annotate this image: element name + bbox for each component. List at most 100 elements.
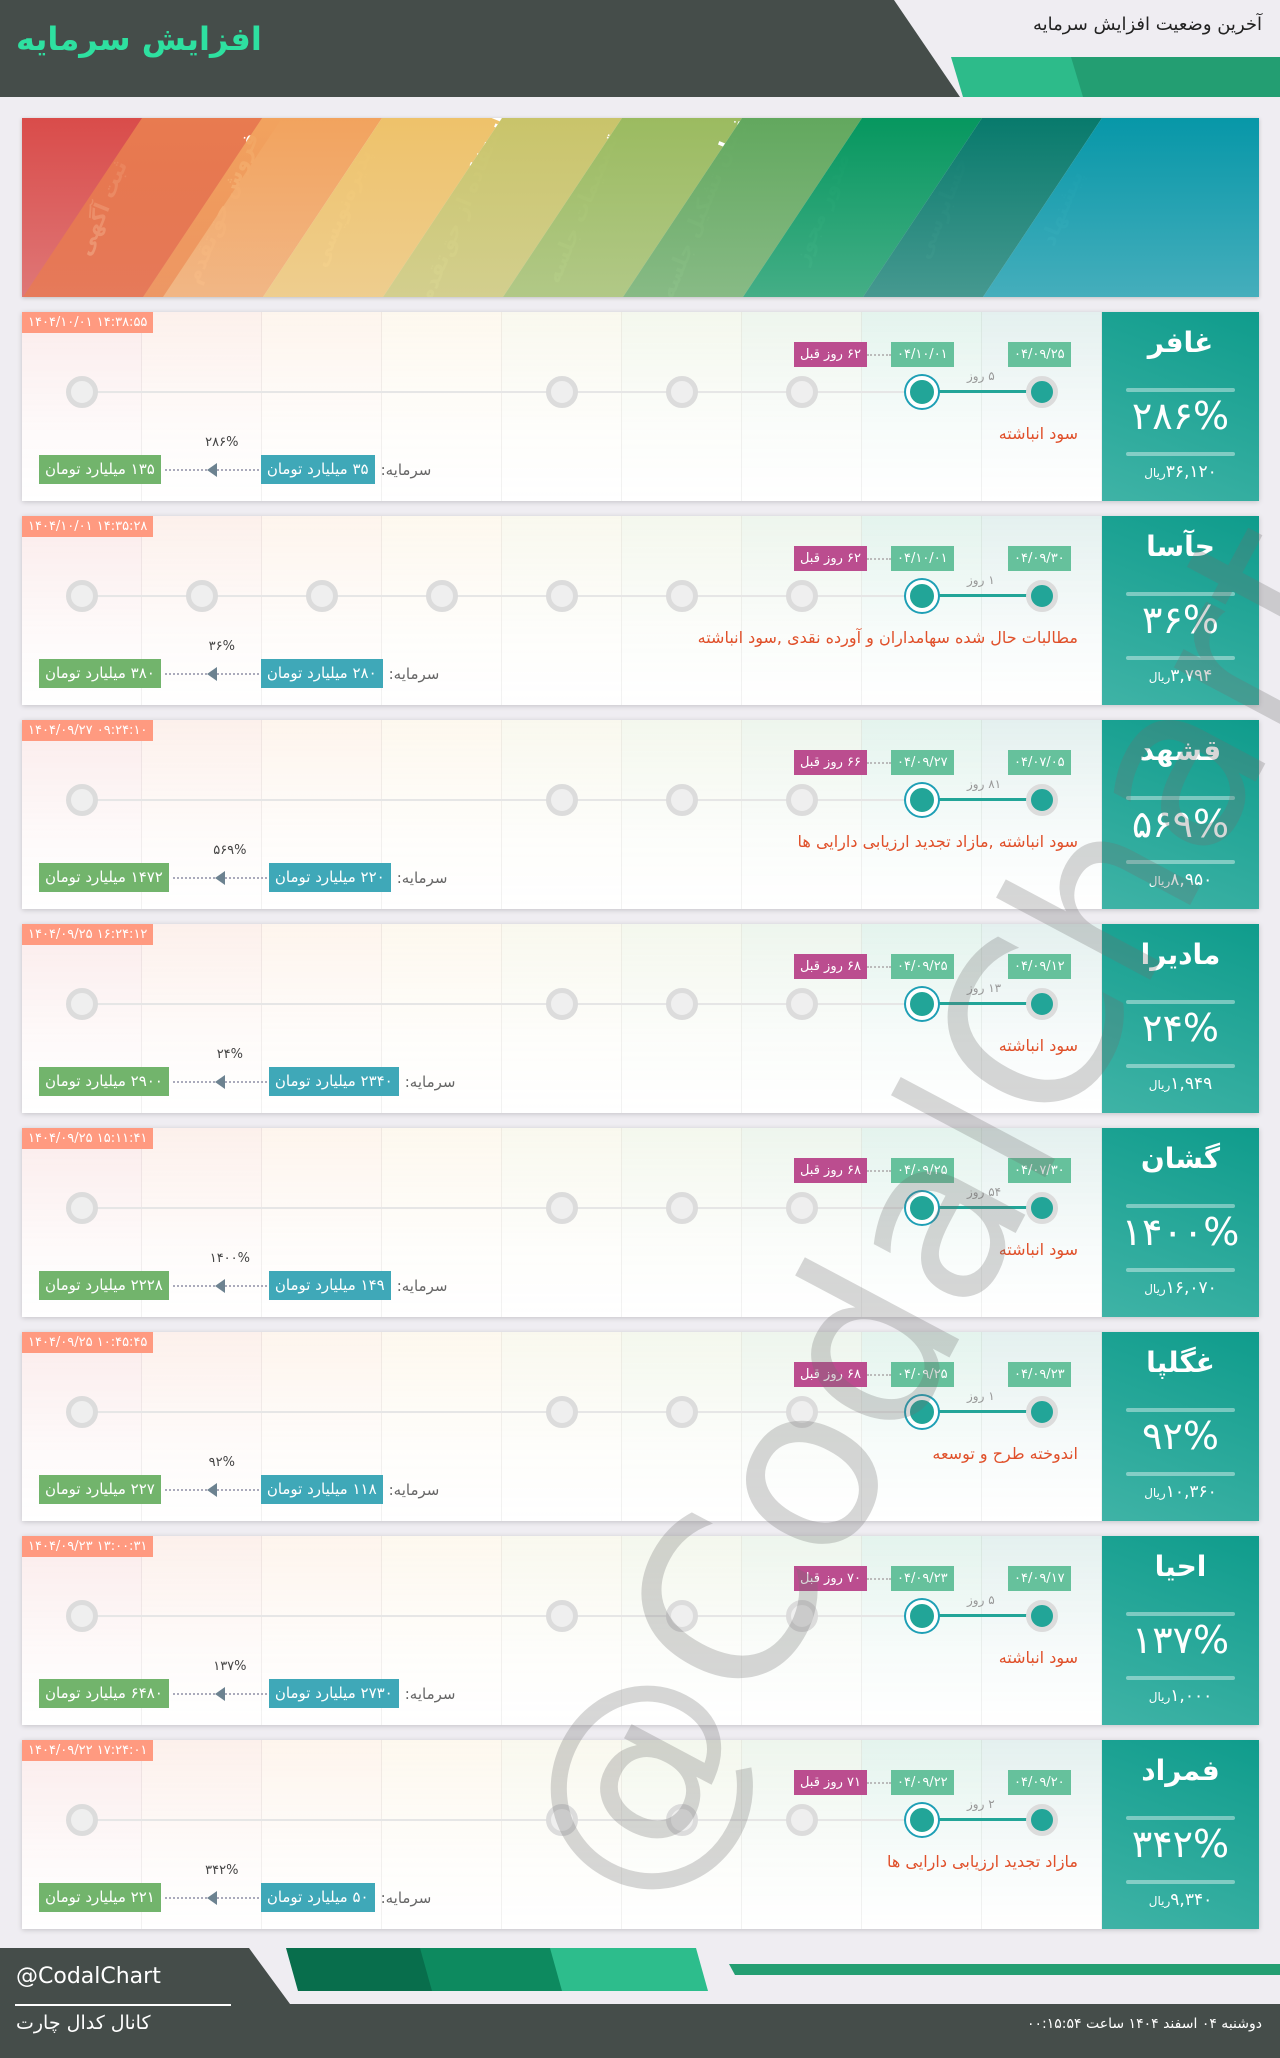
- price-value: ۱۶,۰۷۰: [1165, 1278, 1217, 1298]
- stage-dot-pending: [666, 988, 698, 1020]
- price-value: ۱,۰۰۰: [1170, 1686, 1213, 1706]
- capital-row: ۲۲۱ میلیارد تومان ۳۴۲% ۵۰ میلیارد تومان سرم…: [39, 1863, 431, 1912]
- stage-dot-pending: [306, 580, 338, 612]
- stage-dot-pending: [66, 1192, 98, 1224]
- capital-after: ۳۸۰ میلیارد تومان: [39, 659, 161, 688]
- proposal-date-badge: ۰۴/۰۹/۲۵: [1008, 342, 1071, 367]
- stage-column: [382, 924, 502, 1113]
- capital-row: ۳۸۰ میلیارد تومان ۳۶% ۲۸۰ میلیارد تومان سرم…: [39, 639, 440, 688]
- timestamp-badge: ۱۴۰۴/۰۹/۲۵ ۱۰:۴۵:۴۵: [22, 1332, 154, 1353]
- symbol-name[interactable]: احیا: [1154, 1550, 1207, 1583]
- header-bar: [0, 0, 960, 97]
- stage-dot-pending: [66, 1804, 98, 1836]
- increase-percent-label: ۱۴۰۰%: [209, 1251, 251, 1266]
- price: ۱۶,۰۷۰ریال: [1102, 1278, 1259, 1298]
- capital-before: ۱۱۸ میلیارد تومان: [260, 1475, 383, 1504]
- timeline-progress: [923, 1410, 1043, 1413]
- connector-dotted: [867, 354, 891, 356]
- capital-after: ۲۲۲۸ میلیارد تومان: [39, 1271, 169, 1300]
- increase-percent-label: ۳۴۲%: [205, 1863, 239, 1878]
- symbol-name[interactable]: حآسا: [1146, 530, 1215, 563]
- capital-source: سود انباشته: [998, 424, 1078, 443]
- capital-increase-card[interactable]: ۱۴۰۴/۰۹/۲۵ ۱۶:۲۴:۱۲ ۰۴/۰۹/۱۲ ۰۴/۰۹/۲۵ ۶۸ رو…: [22, 924, 1259, 1113]
- stage-gap-label: ۱ روز: [967, 1389, 995, 1403]
- price: ۸,۹۵۰ریال: [1102, 870, 1259, 890]
- stage-dot-pending: [546, 784, 578, 816]
- symbol-name[interactable]: غافر: [1147, 326, 1214, 359]
- stage-dot-pending: [546, 1600, 578, 1632]
- capital-after: ۲۹۰۰ میلیارد تومان: [39, 1067, 169, 1096]
- timestamp-badge: ۱۴۰۴/۰۹/۲۵ ۱۶:۲۴:۱۲: [22, 924, 154, 945]
- increase-percent: ۱۳۷%: [1131, 1618, 1230, 1662]
- symbol-name[interactable]: قشهد: [1139, 734, 1222, 767]
- price: ۳,۷۹۴ریال: [1102, 666, 1259, 686]
- capital-increase-card[interactable]: ۱۴۰۴/۰۹/۲۳ ۱۳:۰۰:۳۱ ۰۴/۰۹/۱۷ ۰۴/۰۹/۲۳ ۷۰ رو…: [22, 1536, 1259, 1725]
- stage-dot-pending: [666, 1192, 698, 1224]
- stage-dot-pending: [66, 1600, 98, 1632]
- timeline-progress: [923, 594, 1043, 597]
- capital-row: ۱۴۷۲ میلیارد تومان ۵۶۹% ۲۲۰ میلیارد تومان س…: [39, 843, 448, 892]
- panel-divider: [1126, 452, 1235, 456]
- capital-label: سرمایه:: [396, 868, 448, 887]
- connector-dotted: [867, 1170, 891, 1172]
- days-ago-badge: ۷۱ روز قبل: [793, 1770, 867, 1795]
- stage-dot-current: [906, 1600, 938, 1632]
- capital-after: ۲۲۷ میلیارد تومان: [39, 1475, 161, 1504]
- symbol-panel: مادیرا ۲۴% ۱,۹۴۹ریال: [1102, 924, 1259, 1113]
- connector-dotted: [867, 558, 891, 560]
- capital-source: مطالبات حال شده سهامداران و آورده نقدی ,…: [697, 628, 1078, 647]
- stage-dot-current: [906, 580, 938, 612]
- capital-source: مازاد تجدید ارزیابی دارایی ها: [887, 1852, 1078, 1871]
- symbol-name[interactable]: غگلپا: [1146, 1346, 1215, 1379]
- capital-increase-card[interactable]: ۱۴۰۴/۰۹/۲۷ ۰۹:۲۴:۱۰ ۰۴/۰۷/۰۵ ۰۴/۰۹/۲۷ ۶۶ رو…: [22, 720, 1259, 909]
- stage-dot-current: [906, 988, 938, 1020]
- page-title: افزایش سرمایه: [16, 20, 262, 58]
- currency-label: ریال: [1148, 670, 1171, 684]
- symbol-name[interactable]: مادیرا: [1140, 938, 1221, 971]
- symbol-name[interactable]: گشان: [1140, 1142, 1221, 1175]
- proposal-date-badge: ۰۴/۰۷/۰۵: [1008, 750, 1071, 775]
- stage-dot-pending: [666, 1804, 698, 1836]
- capital-label: سرمایه:: [388, 664, 440, 683]
- capital-increase-card[interactable]: ۱۴۰۴/۰۹/۲۵ ۱۰:۴۵:۴۵ ۰۴/۰۹/۲۳ ۰۴/۰۹/۲۵ ۶۸ رو…: [22, 1332, 1259, 1521]
- days-ago-badge: ۶۸ روز قبل: [793, 954, 867, 979]
- capital-before: ۵۰ میلیارد تومان: [260, 1883, 375, 1912]
- capital-increase-card[interactable]: ۱۴۰۴/۰۹/۲۲ ۱۷:۲۴:۰۱ ۰۴/۰۹/۲۰ ۰۴/۰۹/۲۲ ۷۱ رو…: [22, 1740, 1259, 1929]
- stage-dot-pending: [66, 988, 98, 1020]
- timestamp-badge: ۱۴۰۴/۰۹/۲۲ ۱۷:۲۴:۰۱: [22, 1740, 154, 1761]
- capital-label: سرمایه:: [380, 460, 432, 479]
- capital-after: ۶۴۸۰ میلیارد تومان: [39, 1679, 169, 1708]
- stage-dot-done: [1026, 1396, 1058, 1428]
- connector-dotted: [867, 966, 891, 968]
- arrow-left-icon: ۱۴۰۰%: [169, 1251, 269, 1300]
- stage-column: [382, 1536, 502, 1725]
- capital-before: ۲۷۳۰ میلیارد تومان: [268, 1679, 399, 1708]
- capital-source: اندوخته طرح و توسعه: [932, 1444, 1078, 1463]
- stage-column: [382, 312, 502, 501]
- currency-label: ریال: [1148, 1690, 1171, 1704]
- capital-increase-card[interactable]: ۱۴۰۴/۱۰/۰۱ ۱۴:۳۸:۵۵ ۰۴/۰۹/۲۵ ۰۴/۱۰/۰۱ ۶۲ رو…: [22, 312, 1259, 501]
- days-ago-badge: ۶۲ روز قبل: [793, 342, 867, 367]
- capital-source: سود انباشته: [998, 1240, 1078, 1259]
- arrow-left-icon: ۳۶%: [161, 639, 261, 688]
- capital-increase-card[interactable]: ۱۴۰۴/۰۹/۲۵ ۱۵:۱۱:۴۱ ۰۴/۰۷/۳۰ ۰۴/۰۹/۲۵ ۶۸ رو…: [22, 1128, 1259, 1317]
- increase-percent: ۲۸۶%: [1131, 394, 1230, 438]
- audit-date-badge: ۰۴/۱۰/۰۱: [891, 546, 954, 571]
- panel-divider: [1126, 1472, 1235, 1476]
- capital-increase-card[interactable]: ۱۴۰۴/۱۰/۰۱ ۱۴:۳۵:۲۸ ۰۴/۰۹/۳۰ ۰۴/۱۰/۰۱ ۶۲ رو…: [22, 516, 1259, 705]
- panel-divider: [1126, 1676, 1235, 1680]
- arrow-left-icon: ۲۸۶%: [161, 435, 261, 484]
- capital-row: ۱۳۵ میلیارد تومان ۲۸۶% ۳۵ میلیارد تومان سرم…: [39, 435, 432, 484]
- footer-datetime: دوشنبه ۰۴ اسفند ۱۴۰۴ ساعت ۰۰:۱۵:۵۴: [1026, 2016, 1262, 2032]
- capital-label: سرمایه:: [404, 1072, 456, 1091]
- price: ۱,۰۰۰ریال: [1102, 1686, 1259, 1706]
- panel-divider: [1126, 1204, 1235, 1208]
- capital-before: ۱۴۹ میلیارد تومان: [268, 1271, 391, 1300]
- increase-percent-label: ۱۳۷%: [213, 1659, 247, 1674]
- stage-dot-pending: [426, 580, 458, 612]
- connector-dotted: [867, 1782, 891, 1784]
- footer-handle[interactable]: @CodalChart: [16, 1964, 161, 1989]
- symbol-name[interactable]: فمراد: [1141, 1754, 1220, 1787]
- panel-divider: [1126, 656, 1235, 660]
- stage-dot-pending: [546, 1804, 578, 1836]
